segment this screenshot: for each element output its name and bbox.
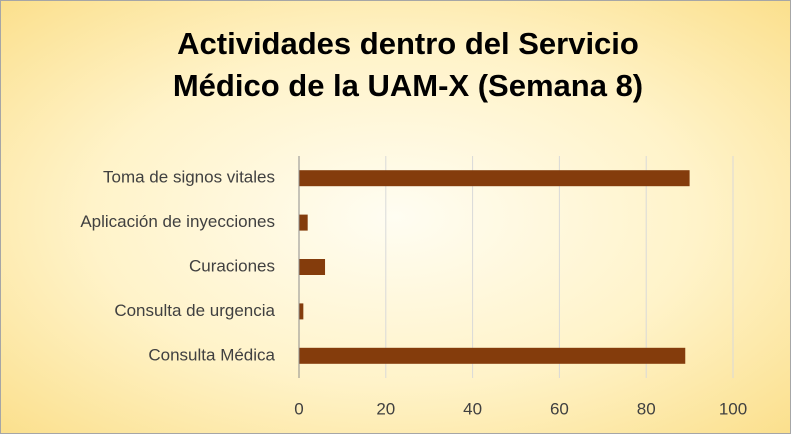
chart-title: Médico de la UAM-X (Semana 8) [173,68,643,103]
bar [299,347,686,364]
x-tick-label: 80 [637,399,656,418]
x-tick-label: 60 [550,399,569,418]
x-tick-label: 20 [376,399,395,418]
bar [299,170,690,187]
bar [299,259,326,275]
x-tick-label: 100 [719,399,747,418]
bar [299,214,308,231]
y-tick-label: Curaciones [189,256,275,275]
chart-title: Actividades dentro del Servicio [177,26,639,61]
x-tick-label: 0 [294,399,303,418]
y-tick-label: Toma de signos vitales [103,168,275,187]
y-tick-label: Aplicación de inyecciones [80,212,275,231]
y-tick-label: Consulta Médica [148,345,275,364]
y-tick-label: Consulta de urgencia [114,301,275,320]
bar [299,303,304,320]
x-tick-label: 40 [463,399,482,418]
